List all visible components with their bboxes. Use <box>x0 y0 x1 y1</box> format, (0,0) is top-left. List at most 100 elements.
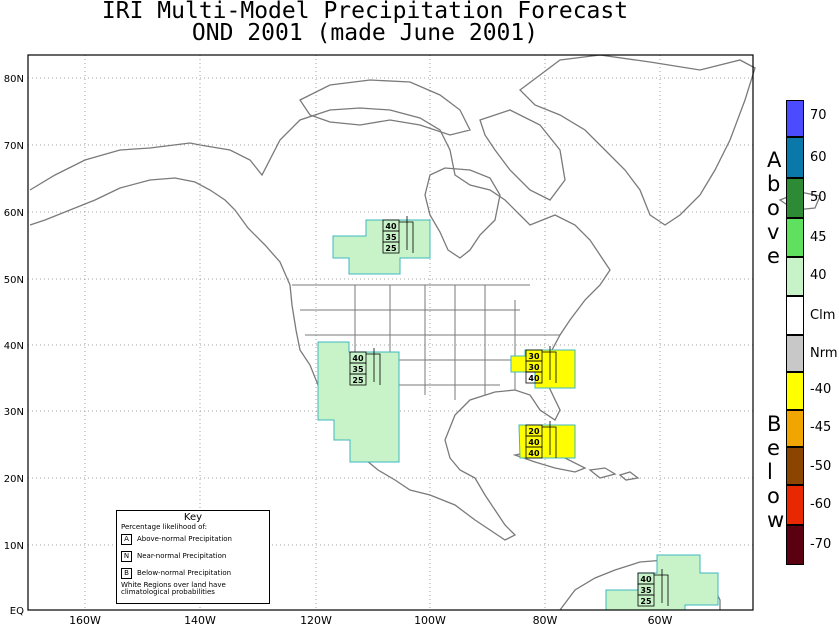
probability-leader-line <box>399 216 414 253</box>
colorbar-swatch <box>786 335 804 372</box>
colorbar-swatch <box>786 100 804 137</box>
probability-box <box>525 446 543 459</box>
colorbar-word-letter: w <box>767 508 785 532</box>
probability-value: 25 <box>352 376 364 385</box>
colorbar-label: Nrm <box>810 346 838 361</box>
region-southwest-us <box>317 341 400 463</box>
colorbar-label: 45 <box>810 230 827 245</box>
probability-value: 20 <box>528 427 540 436</box>
y-tick-label: 10N <box>4 541 24 552</box>
probability-leader-line <box>542 421 557 458</box>
key-row-below: B Below-normal Precipitation <box>121 565 269 582</box>
colorbar-label: 40 <box>810 268 827 283</box>
colorbar-word-letter: o <box>767 484 780 508</box>
probability-value: 30 <box>528 352 540 361</box>
arctic-islands-coastline <box>299 79 471 136</box>
colorbar-label: -40 <box>810 382 832 397</box>
colorbar-label: -45 <box>810 420 832 435</box>
colorbar-label: -70 <box>810 537 832 552</box>
page-subtitle: OND 2001 (made June 2001) <box>191 20 539 46</box>
y-tick-label: EQ <box>10 606 24 617</box>
colorbar-word-letter: B <box>767 412 782 436</box>
colorbar-word-letter: v <box>767 220 780 244</box>
land-outlines <box>29 54 821 611</box>
probability-value: 40 <box>528 374 540 383</box>
x-tick-label: 60W <box>648 614 673 626</box>
probability-box <box>349 373 367 386</box>
baffin-island-coastline <box>479 109 566 201</box>
key-letter-near: N <box>121 551 132 562</box>
hudson-bay-coastline <box>424 167 501 259</box>
colorbar-swatch <box>786 296 804 335</box>
colorbar-label: 60 <box>810 150 827 165</box>
colorbar-swatch <box>786 178 804 218</box>
map-gridlines <box>28 55 753 610</box>
y-tick-label: 80N <box>4 74 24 85</box>
probability-value: 40 <box>385 222 397 231</box>
us-state-borders <box>292 284 560 420</box>
colorbar-swatch <box>786 410 804 447</box>
colorbar-label: -60 <box>810 497 832 512</box>
greenland-coastline <box>519 54 756 226</box>
x-tick-label: 160W <box>69 614 101 626</box>
colorbar-label: 50 <box>810 190 827 205</box>
probability-leader-line <box>366 348 381 385</box>
region-florida <box>518 424 576 459</box>
x-tick-label: 140W <box>184 614 216 626</box>
probability-value: 25 <box>385 244 397 253</box>
colorbar-swatch <box>786 137 804 178</box>
probability-value: 40 <box>640 575 652 584</box>
x-axis-labels: 160W 140W 120W 100W 80W 60W <box>69 614 672 626</box>
map-frame <box>27 54 754 611</box>
probability-labels: 40 35 25 40 35 25 30 30 40 20 40 40 40 35 25 <box>349 216 669 607</box>
colorbar-label: -50 <box>810 459 832 474</box>
probability-value: 40 <box>528 438 540 447</box>
probability-box <box>525 371 543 384</box>
y-tick-label: 40N <box>4 341 24 352</box>
y-tick-label: 20N <box>4 474 24 485</box>
y-tick-label: 70N <box>4 141 24 152</box>
key-text-below: Below-normal Precipitation <box>137 569 232 577</box>
probability-value: 40 <box>352 354 364 363</box>
key-row-near: N Near-normal Precipitation <box>121 548 269 565</box>
page-title: IRI Multi-Model Precipitation Forecast <box>101 0 629 24</box>
probability-value: 40 <box>528 449 540 458</box>
key-text-near: Near-normal Precipitation <box>137 552 227 560</box>
y-tick-label: 30N <box>4 407 24 418</box>
y-axis-labels: 80N 70N 60N 50N 40N 30N 20N 10N EQ <box>4 74 24 617</box>
key-text-above: Above-normal Precipitation <box>137 535 232 543</box>
colorbar-word-letter: l <box>767 460 773 484</box>
colorbar-word-letter: e <box>767 244 780 268</box>
probability-value: 35 <box>352 365 364 374</box>
map-key: Key Percentage likelihood of: A Above-no… <box>116 510 270 604</box>
x-tick-label: 100W <box>414 614 446 626</box>
x-tick-label: 120W <box>300 614 332 626</box>
probability-value: 30 <box>528 363 540 372</box>
region-western-canada <box>332 219 431 275</box>
y-tick-label: 50N <box>4 275 24 286</box>
colorbar-word-letter: b <box>767 172 781 196</box>
colorbar-swatch <box>786 485 804 525</box>
probability-leader-line <box>654 569 669 606</box>
x-tick-label: 80W <box>533 614 558 626</box>
colorbar-swatch <box>786 525 804 565</box>
colorbar-swatch <box>786 257 804 296</box>
colorbar-word-letter: o <box>767 196 780 220</box>
y-tick-label: 60N <box>4 208 24 219</box>
probability-leader-line <box>542 346 557 383</box>
north-america-coastline <box>29 107 611 541</box>
key-title: Key <box>183 512 203 523</box>
key-subtitle: Percentage likelihood of: <box>121 523 208 531</box>
probability-value: 35 <box>640 586 652 595</box>
key-letter-above: A <box>121 534 132 545</box>
colorbar-word-letter: A <box>767 148 782 172</box>
forecast-regions <box>317 219 719 611</box>
region-southeast-us <box>510 349 576 389</box>
colorbar-label: Clm <box>810 308 836 323</box>
key-letter-below: B <box>121 568 132 579</box>
colorbar-swatch <box>786 218 804 257</box>
probability-box <box>382 241 400 254</box>
key-row-above: A Above-normal Precipitation <box>121 531 269 548</box>
colorbar-label: 70 <box>810 108 827 123</box>
